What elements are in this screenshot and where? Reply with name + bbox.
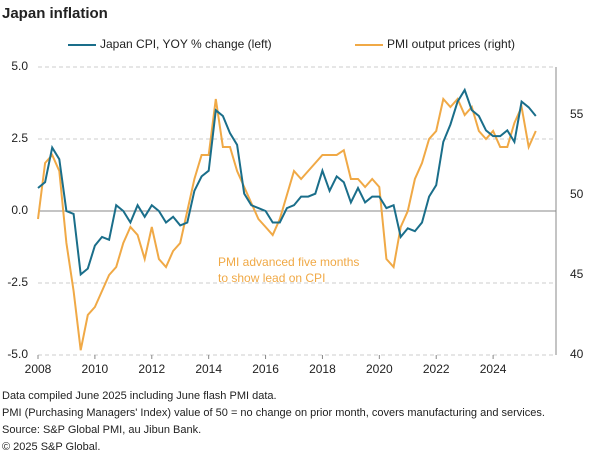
- y-tick-label: -2.5: [7, 275, 28, 289]
- footnote: © 2025 S&P Global.: [2, 441, 100, 453]
- x-tick-label: 2008: [25, 362, 52, 376]
- x-tick-label: 2022: [423, 362, 450, 376]
- series-line: [37, 96, 537, 351]
- legend-label: PMI output prices (right): [387, 37, 515, 51]
- y2-tick-label: 50: [570, 187, 584, 201]
- x-tick-label: 2024: [480, 362, 507, 376]
- y-tick-label: -5.0: [7, 347, 28, 361]
- x-tick-label: 2016: [252, 362, 279, 376]
- y2-tick-label: 45: [570, 267, 584, 281]
- y-tick-label: 2.5: [11, 131, 28, 145]
- x-tick-label: 2018: [309, 362, 336, 376]
- y2-tick-label: 55: [570, 107, 584, 121]
- y2-tick-label: 40: [570, 347, 584, 361]
- x-tick-label: 2014: [195, 362, 222, 376]
- x-tick-label: 2020: [366, 362, 393, 376]
- x-tick-label: 2012: [138, 362, 165, 376]
- annotation: to show lead on CPI: [218, 271, 325, 285]
- x-tick-label: 2010: [82, 362, 109, 376]
- y-tick-label: 0.0: [11, 203, 28, 217]
- legend-label: Japan CPI, YOY % change (left): [100, 37, 272, 51]
- y-tick-label: 5.0: [11, 59, 28, 73]
- footnote: Source: S&P Global PMI, au Jibun Bank.: [2, 424, 201, 436]
- annotation: PMI advanced five months: [218, 255, 359, 269]
- series-line: [37, 87, 537, 277]
- chart-title: Japan inflation: [2, 5, 108, 22]
- footnote: PMI (Purchasing Managers' Index) value o…: [2, 407, 545, 419]
- footnote: Data compiled June 2025 including June f…: [2, 390, 277, 402]
